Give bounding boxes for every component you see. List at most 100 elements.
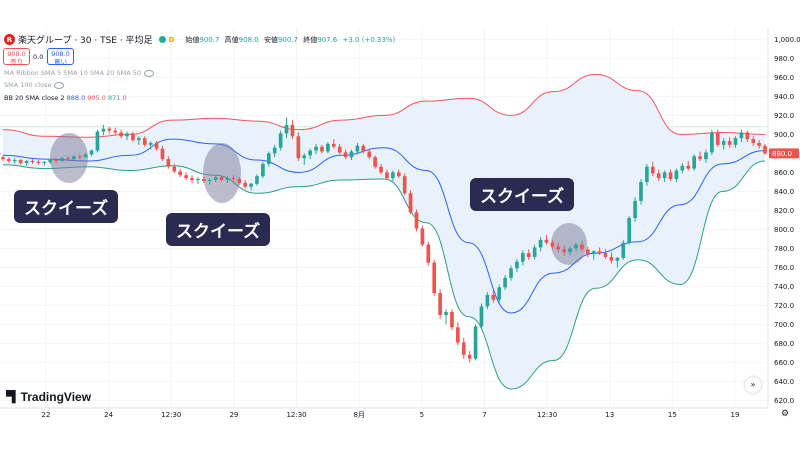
indicator-ma-ribbon[interactable]: MA Ribbon SMA 5 SMA 10 SMA 20 SMA 50 <box>4 69 154 77</box>
candle <box>272 144 277 158</box>
candle <box>568 246 572 256</box>
price-tick-label: 860.0 <box>774 169 794 177</box>
candle <box>444 309 448 325</box>
candle <box>119 129 123 139</box>
gear-icon[interactable]: ⚙ <box>781 409 790 419</box>
candle <box>704 149 708 163</box>
price-tick-label: 1,000.0 <box>774 36 800 44</box>
price-tick-label: 640.0 <box>774 378 794 386</box>
candle <box>160 145 165 161</box>
candle <box>60 157 64 162</box>
candle <box>515 258 519 273</box>
candle <box>680 162 685 174</box>
candle <box>739 129 744 142</box>
candle <box>48 159 53 164</box>
candle <box>361 143 366 154</box>
candle <box>396 169 401 179</box>
candle <box>580 240 584 252</box>
indicator-sma[interactable]: SMA 100 close <box>4 81 65 89</box>
candle <box>544 235 549 245</box>
candle <box>391 170 395 181</box>
candle <box>326 142 330 154</box>
candle <box>266 151 271 167</box>
time-tick-label: 12:30 <box>537 411 557 419</box>
price-tick-label: 920.0 <box>774 112 794 120</box>
time-tick-label: 5 <box>420 411 424 419</box>
visibility-eye-icon[interactable] <box>54 81 65 89</box>
candle <box>95 129 100 153</box>
visibility-eye-icon[interactable] <box>144 69 154 77</box>
candle <box>136 136 141 145</box>
candle <box>520 250 525 266</box>
time-tick-label: 19 <box>731 411 740 419</box>
candle <box>597 247 602 256</box>
candle <box>615 256 620 268</box>
candle <box>373 155 377 169</box>
buy-button[interactable]: 908.0 買い <box>47 48 74 66</box>
candle <box>148 141 153 150</box>
candle <box>213 176 218 182</box>
scroll-to-latest-button[interactable]: » <box>745 377 761 393</box>
delay-badge: D <box>168 35 175 44</box>
candle <box>426 241 431 266</box>
symbol-title[interactable]: 楽天グループ · 30 · TSE · 平均足 <box>18 36 153 46</box>
candle <box>314 143 318 155</box>
candle <box>12 158 17 164</box>
candle <box>131 131 135 142</box>
candle <box>710 129 714 156</box>
candle <box>18 159 23 165</box>
candlestick-series <box>1 117 767 363</box>
candle <box>290 120 295 140</box>
candle <box>674 168 679 182</box>
time-tick-label: 7 <box>482 411 486 419</box>
price-tick-label: 960.0 <box>774 74 794 82</box>
candle <box>308 148 312 160</box>
candle <box>178 168 183 178</box>
sell-button[interactable]: 908.0 売り <box>3 48 30 66</box>
candle <box>54 158 58 163</box>
candle <box>201 176 206 183</box>
price-tick-label: 840.0 <box>774 188 794 196</box>
price-tick-label: 820.0 <box>774 207 794 215</box>
price-axis: 620.0 640.0 660.0 680.0 700.0 720.0 740.0 760.0… <box>767 28 800 408</box>
candle <box>237 177 242 185</box>
candle <box>261 161 265 179</box>
candle <box>591 250 596 260</box>
candle <box>231 175 236 181</box>
candle <box>473 324 478 361</box>
price-tick-label: 700.0 <box>774 321 794 329</box>
time-tick-label: 29 <box>229 411 238 419</box>
price-tick-label: 940.0 <box>774 93 794 101</box>
candle <box>585 246 590 257</box>
squeeze-callout-1: スクイーズ <box>14 190 119 223</box>
candle <box>627 216 632 245</box>
candle <box>355 142 360 155</box>
tradingview-logo[interactable]: ▀▌ TradingView <box>6 390 92 404</box>
candle <box>650 161 655 177</box>
price-tick-label: 620.0 <box>774 397 794 405</box>
price-tick-label: 980.0 <box>774 55 794 63</box>
candle <box>721 138 726 150</box>
candle <box>207 178 212 185</box>
candle <box>420 225 425 247</box>
indicator-bollinger[interactable]: BB 20 SMA close 2 888.0 905.0 871.0 <box>4 94 127 102</box>
candle <box>142 136 147 147</box>
chart-header: R 楽天グループ · 30 · TSE · 平均足 D 始値900.7 高値90… <box>4 33 398 46</box>
candle <box>562 245 567 256</box>
candle <box>30 159 35 164</box>
candle <box>196 177 200 184</box>
price-tick-label: 680.0 <box>774 340 794 348</box>
candle <box>461 337 466 359</box>
candle <box>414 209 419 232</box>
candle <box>302 153 307 165</box>
time-tick-label: 8月 <box>353 411 364 419</box>
bollinger-basis-line <box>2 138 766 314</box>
candle <box>408 190 413 215</box>
squeeze-highlights <box>50 133 587 265</box>
candle <box>219 175 224 182</box>
candle <box>438 289 442 319</box>
candle <box>77 154 82 160</box>
candle <box>509 265 513 281</box>
